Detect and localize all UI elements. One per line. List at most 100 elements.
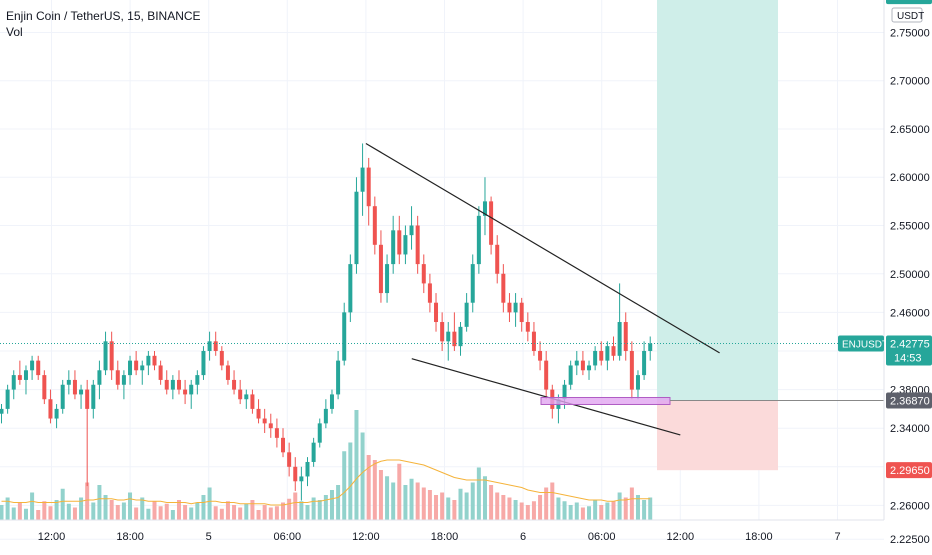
candle-body xyxy=(342,312,347,361)
volume-bar xyxy=(42,501,47,520)
candle-body xyxy=(574,360,579,366)
volume-bar xyxy=(525,505,530,520)
entry-price-label-bg xyxy=(886,392,932,409)
volume-bar xyxy=(611,501,616,520)
volume-bar xyxy=(489,485,494,520)
volume-label[interactable]: Vol xyxy=(6,25,23,39)
volume-bar xyxy=(599,505,604,520)
volume-bar xyxy=(299,501,304,520)
volume-bar xyxy=(66,503,71,520)
candle-body xyxy=(250,394,255,409)
candle-body xyxy=(372,206,377,245)
volume-bar xyxy=(464,492,469,520)
volume-bar xyxy=(146,508,151,520)
volume-bar xyxy=(421,487,426,520)
volume-bar xyxy=(158,506,163,520)
volume-bar xyxy=(629,487,634,520)
volume-bar xyxy=(642,500,647,520)
volume-bar xyxy=(219,508,224,520)
volume-bar xyxy=(109,500,114,520)
candle-body xyxy=(109,341,114,371)
volume-bar xyxy=(593,500,598,520)
last-price-tag-bg xyxy=(886,335,932,366)
candle-body xyxy=(23,370,28,380)
volume-bar xyxy=(244,503,249,520)
candle-body xyxy=(336,360,341,395)
volume-bar xyxy=(617,492,622,520)
volume-bar xyxy=(378,470,383,520)
volume-bar xyxy=(115,505,120,520)
candle-body xyxy=(176,379,181,390)
stop-price-label-bg xyxy=(886,462,932,479)
candle-body xyxy=(115,370,120,385)
x-tick-label: 06:00 xyxy=(588,531,616,543)
candle-body xyxy=(225,365,230,380)
volume-bar xyxy=(128,492,133,520)
volume-bar xyxy=(11,507,16,520)
candle-body xyxy=(360,167,365,192)
candle-body xyxy=(232,379,237,390)
candle-body xyxy=(587,365,592,371)
candle-body xyxy=(354,191,359,265)
candle-body xyxy=(299,476,304,482)
y-tick-label: 2.60000 xyxy=(890,172,930,184)
volume-bar xyxy=(85,482,90,520)
volume-bar xyxy=(470,482,475,520)
candle-body xyxy=(134,360,139,371)
y-tick-label: 2.65000 xyxy=(890,124,930,136)
candle-body xyxy=(525,322,530,332)
stop-zone xyxy=(657,400,778,471)
volume-bar xyxy=(17,502,22,520)
x-tick-label: 18:00 xyxy=(116,531,144,543)
volume-bar xyxy=(36,510,41,520)
volume-bar xyxy=(323,495,328,520)
volume-bar xyxy=(121,502,126,520)
volume-bar xyxy=(232,505,237,520)
candle-body xyxy=(170,379,175,390)
volume-bar xyxy=(531,501,536,520)
symbol-tag: ENJUSDT xyxy=(842,339,888,350)
volume-bar xyxy=(397,463,402,520)
volume-bar xyxy=(348,442,353,520)
volume-bar xyxy=(513,500,518,520)
volume-bar xyxy=(427,490,432,520)
candle-body xyxy=(440,322,445,342)
volume-bar xyxy=(538,495,543,520)
volume-bar xyxy=(170,510,175,520)
candle-body xyxy=(0,408,4,414)
volume-bar xyxy=(648,497,653,520)
candle-body xyxy=(201,350,206,376)
candle-body xyxy=(489,201,494,245)
volume-bar xyxy=(60,488,65,520)
volume-bar xyxy=(482,476,487,520)
candle-body xyxy=(538,350,543,361)
volume-bar xyxy=(256,510,261,520)
candle-body xyxy=(305,461,310,477)
volume-bar xyxy=(562,501,567,520)
symbol-title[interactable]: Enjin Coin / TetherUS, 15, BINANCE xyxy=(6,9,201,23)
volume-bar xyxy=(225,501,230,520)
volume-bar xyxy=(587,506,592,520)
candle-body xyxy=(544,360,549,390)
candles xyxy=(0,143,653,501)
candle-body xyxy=(5,389,10,409)
drawings[interactable] xyxy=(0,142,884,436)
candle-body xyxy=(207,341,212,351)
x-tick-label: 7 xyxy=(834,531,840,543)
candle-body xyxy=(60,384,65,409)
volume-bar xyxy=(501,495,506,520)
volume-bar xyxy=(623,497,628,520)
volume-bar xyxy=(440,492,445,520)
volume-bar xyxy=(403,485,408,520)
candle-body xyxy=(409,225,414,236)
volume-bar xyxy=(91,502,96,520)
x-tick-label: 06:00 xyxy=(274,531,302,543)
candle-body xyxy=(403,235,408,255)
candle-body xyxy=(562,384,567,400)
candle-body xyxy=(446,331,451,342)
volume-bars xyxy=(0,410,653,520)
candle-body xyxy=(140,365,145,371)
